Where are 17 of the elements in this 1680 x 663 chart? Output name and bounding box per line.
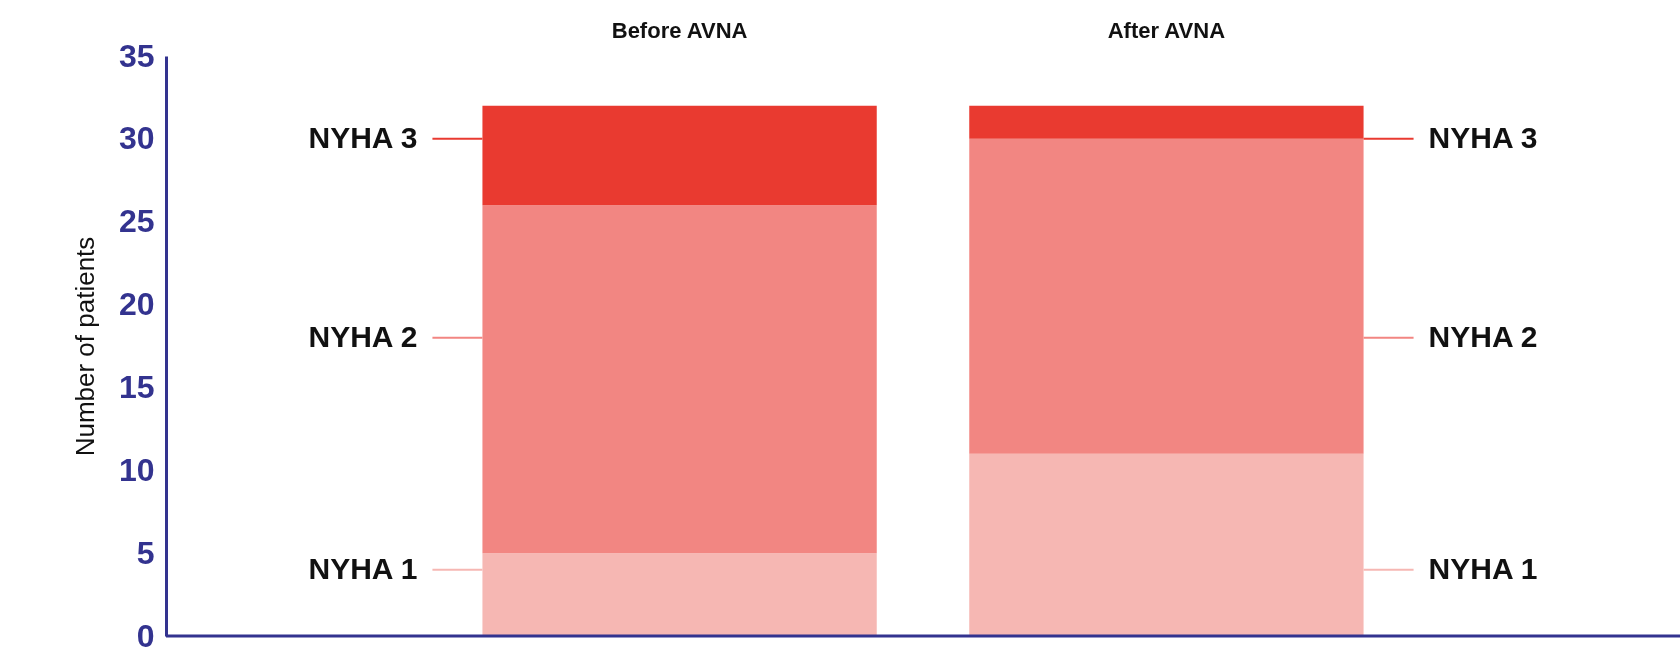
text: NYHA 1	[308, 551, 418, 585]
legend-label: NYHA 1	[1428, 551, 1538, 585]
text: NYHA 3	[308, 120, 418, 154]
y-axis-title: Number of patients	[69, 236, 100, 457]
y-tick-label: 35	[118, 37, 155, 74]
y-tick-label: 15	[118, 368, 155, 405]
x-tick-label: After AVNA	[1107, 17, 1226, 43]
y-tick-label: 5	[136, 534, 155, 571]
text: NYHA 2	[308, 319, 418, 353]
legend-label: NYHA 3	[1428, 120, 1538, 154]
y-tick-label: 30	[118, 120, 155, 157]
y-tick-label: 0	[136, 617, 155, 654]
x-tick-label: Before AVNA	[611, 17, 748, 43]
y-tick-label: 10	[118, 451, 155, 488]
y-tick-label: 25	[118, 203, 155, 240]
y-tick-label: 20	[118, 286, 155, 323]
legend-label: NYHA 2	[1428, 319, 1538, 353]
